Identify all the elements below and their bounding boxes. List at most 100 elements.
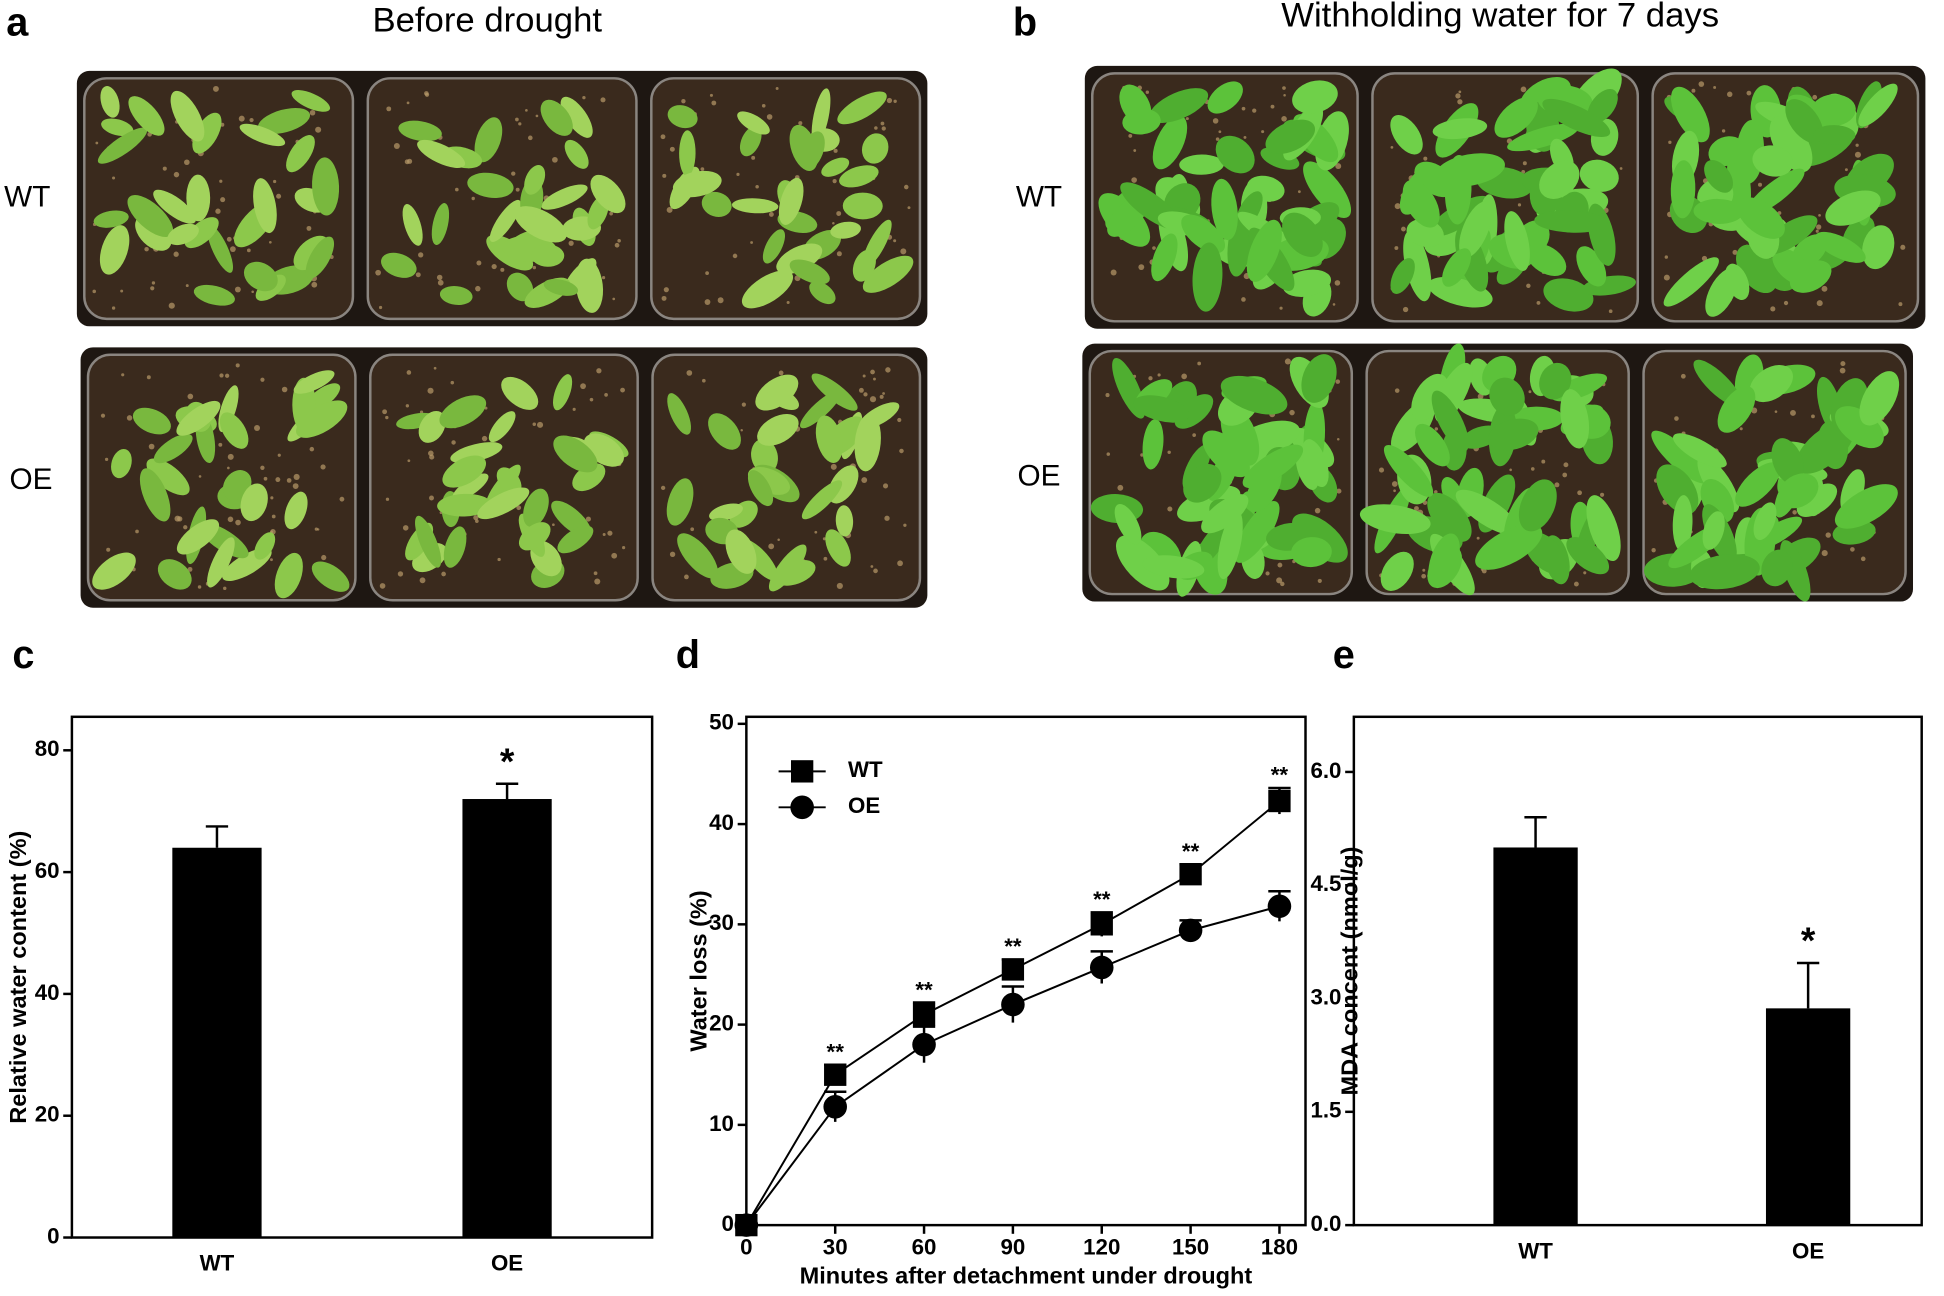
soil-speck	[1840, 361, 1846, 367]
significance: **	[915, 977, 933, 1002]
soil-speck	[418, 252, 424, 258]
leaf	[1242, 444, 1304, 489]
soil-speck	[1721, 129, 1726, 133]
leaf	[778, 177, 804, 225]
soil-speck	[1770, 306, 1776, 312]
soil-speck	[146, 375, 151, 380]
soil-speck	[473, 515, 479, 521]
soil-speck	[450, 380, 455, 385]
soil-speck	[832, 179, 837, 184]
soil-speck	[836, 251, 842, 257]
soil-speck	[711, 100, 717, 106]
soil-speck	[755, 185, 759, 189]
soil-speck	[904, 184, 909, 190]
leaf	[1428, 533, 1460, 588]
leaf	[811, 88, 831, 145]
soil-speck	[1128, 133, 1133, 138]
leaf	[1234, 500, 1280, 563]
leaf	[731, 198, 779, 214]
row-label: WT	[4, 180, 50, 213]
leaf	[1215, 135, 1255, 174]
soil-speck	[1335, 163, 1342, 170]
leaf	[1717, 386, 1756, 433]
panel-letter: d	[676, 633, 700, 677]
leaf	[1672, 433, 1727, 468]
soil-speck	[481, 435, 488, 442]
soil-speck	[276, 193, 282, 199]
soil-speck	[316, 528, 320, 531]
leaf	[1689, 554, 1760, 590]
leaf	[1518, 479, 1557, 532]
bar	[172, 847, 262, 1238]
soil-speck	[1252, 108, 1257, 113]
soil-speck	[275, 477, 281, 483]
soil-speck	[111, 306, 116, 310]
soil-speck	[1334, 280, 1341, 286]
soil-speck	[1698, 81, 1705, 87]
soil-speck	[900, 248, 907, 255]
leaf	[284, 491, 308, 530]
leaf	[540, 99, 573, 136]
soil-speck	[1106, 452, 1111, 456]
leaf	[1142, 555, 1205, 579]
leaf	[1693, 359, 1742, 407]
soil-speck	[907, 206, 911, 210]
leaf	[1442, 248, 1472, 287]
leaf	[402, 204, 423, 246]
soil-speck	[1528, 390, 1532, 394]
soil-speck	[1790, 409, 1796, 416]
panel-letter: c	[12, 633, 34, 677]
soil-speck	[1855, 143, 1859, 147]
marker	[912, 1003, 936, 1026]
soil-speck	[306, 225, 312, 231]
soil-speck	[1608, 309, 1613, 314]
soil-speck	[1110, 269, 1117, 276]
soil-speck	[669, 551, 676, 557]
soil-speck	[1563, 462, 1569, 468]
soil-speck	[515, 117, 519, 122]
soil-speck	[135, 529, 139, 534]
soil-speck	[270, 558, 273, 562]
leaf	[1431, 390, 1469, 452]
soil-speck	[1133, 149, 1137, 152]
soil-speck	[92, 289, 97, 294]
y-tick-label: 40	[35, 980, 60, 1005]
panel-letter: e	[1333, 633, 1355, 677]
leaf	[514, 206, 567, 243]
leaf	[437, 493, 492, 517]
soil-speck	[1332, 303, 1336, 306]
soil-speck	[1192, 433, 1196, 437]
soil-speck	[144, 246, 149, 252]
y-tick-label: 0	[47, 1223, 59, 1248]
soil-speck	[234, 286, 241, 293]
leaf	[1265, 119, 1316, 154]
soil-speck	[1297, 190, 1301, 194]
soil-speck	[1284, 358, 1291, 365]
soil-speck	[1314, 507, 1321, 514]
soil-speck	[778, 370, 784, 376]
soil-speck	[669, 146, 675, 152]
soil-speck	[471, 196, 475, 201]
soil-speck	[1378, 467, 1385, 473]
soil-speck	[704, 299, 711, 305]
leaf	[708, 413, 741, 450]
soil-speck	[185, 284, 189, 288]
soil-speck	[897, 417, 902, 423]
x-tick-label: OE	[1792, 1238, 1824, 1263]
soil-speck	[215, 208, 221, 214]
leaf	[1402, 179, 1440, 228]
leaf	[1455, 489, 1520, 536]
marker	[1178, 918, 1203, 943]
leaf	[1149, 88, 1209, 124]
leaf	[590, 174, 626, 214]
plot-frame	[745, 715, 1307, 1227]
soil-speck	[254, 425, 261, 432]
leaf	[99, 225, 130, 275]
soil-speck	[515, 187, 520, 192]
soil-speck	[1391, 481, 1398, 487]
significance: *	[500, 740, 515, 782]
leaf	[291, 90, 331, 112]
leaf	[176, 519, 220, 555]
